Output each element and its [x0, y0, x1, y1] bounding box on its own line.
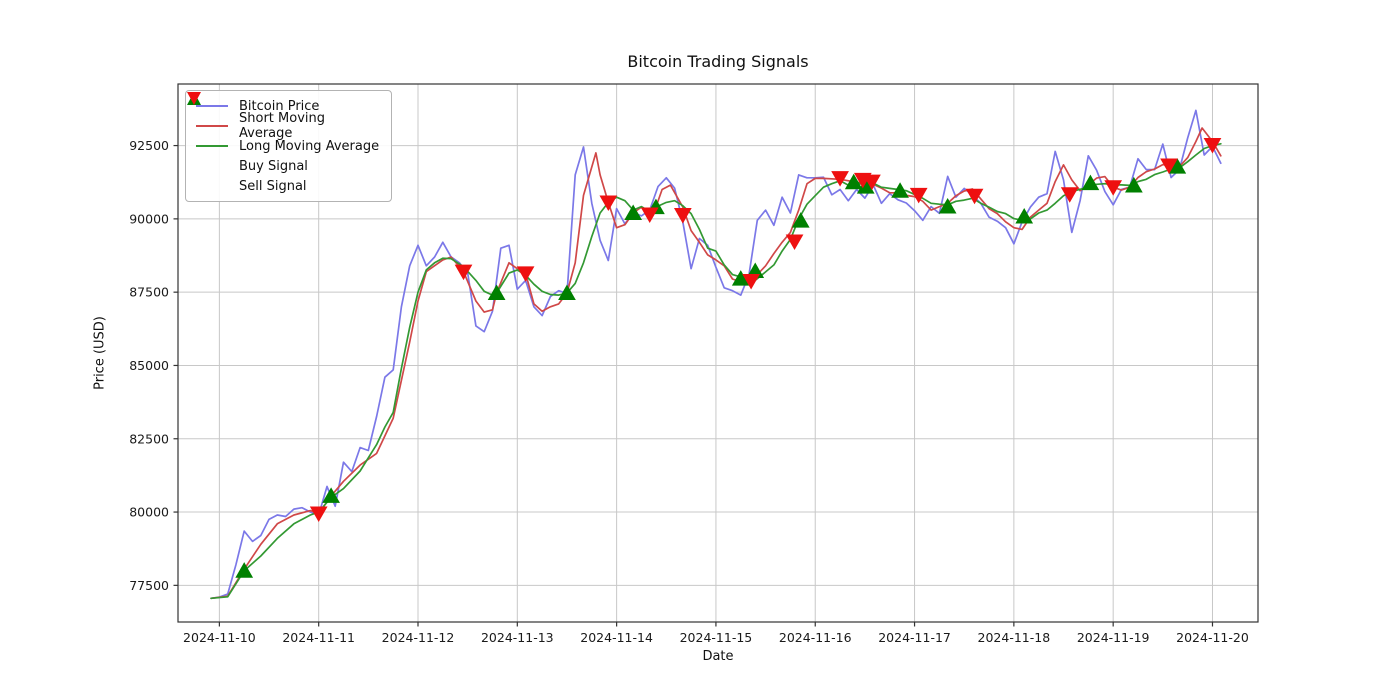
- short-moving-average-line-icon: [195, 125, 229, 127]
- x-tick-label: 2024-11-19: [1077, 630, 1150, 645]
- x-tick-label: 2024-11-10: [183, 630, 256, 645]
- y-tick-label: 82500: [129, 431, 169, 446]
- y-tick-label: 77500: [129, 578, 169, 593]
- legend-label: Buy Signal: [239, 158, 308, 174]
- y-axis-label: Price (USD): [92, 316, 108, 390]
- sell-signal-marker: [309, 506, 328, 523]
- legend-item-long-moving-average: Long Moving Average: [195, 136, 382, 156]
- sell-signal-marker: [909, 187, 928, 204]
- legend: Bitcoin Price Short Moving Average Long Mo…: [185, 90, 392, 202]
- y-tick-label: 90000: [129, 211, 169, 226]
- x-tick-label: 2024-11-16: [779, 630, 852, 645]
- legend-item-buy-signal: Buy Signal: [187, 92, 382, 176]
- x-tick-label: 2024-11-15: [680, 630, 753, 645]
- sell-signal-marker: [599, 195, 618, 211]
- legend-item-sell-signal: Sell Signal: [187, 92, 382, 196]
- long-moving-average-line-icon: [195, 145, 229, 147]
- y-tick-label: 80000: [129, 505, 169, 520]
- sell-signal-marker: [863, 174, 881, 191]
- bitcoin-price-line: [210, 109, 1222, 600]
- legend-label: Sell Signal: [239, 178, 307, 194]
- x-tick-label: 2024-11-12: [382, 630, 455, 645]
- x-tick-label: 2024-11-18: [978, 630, 1051, 645]
- y-tick-label: 87500: [129, 285, 169, 300]
- buy-signal-marker: [235, 562, 254, 578]
- buy-signal-marker: [624, 204, 643, 221]
- y-tick-label: 85000: [129, 358, 169, 373]
- y-tick-label: 92500: [129, 138, 169, 153]
- legend-label: Bitcoin Price: [239, 98, 320, 114]
- x-axis-label: Date: [702, 649, 734, 664]
- sell-signal-marker: [1203, 137, 1222, 154]
- buy-signal-marker: [1015, 208, 1034, 224]
- buy-signal-marker: [487, 284, 506, 301]
- plot-border: [177, 83, 1259, 623]
- buy-signal-marker: [844, 173, 863, 190]
- legend-item-bitcoin-price: Bitcoin Price: [195, 96, 382, 116]
- bitcoin-price-line-icon: [195, 105, 229, 107]
- sell-signal-marker: [516, 266, 535, 282]
- sell-signal-marker: [742, 274, 760, 290]
- buy-signal-marker: [322, 487, 340, 503]
- sell-signal-marker: [785, 234, 804, 250]
- x-tick-label: 2024-11-11: [282, 630, 355, 645]
- buy-signal-marker: [558, 284, 576, 301]
- sell-signal-marker: [454, 264, 473, 281]
- bitcoin-price-line-swatch: [196, 105, 228, 107]
- legend-item-short-moving-average: Short Moving Average: [195, 111, 382, 141]
- long-moving-average-line-swatch: [196, 145, 228, 147]
- x-tick-label: 2024-11-20: [1176, 630, 1249, 645]
- legend-label: Short Moving Average: [239, 111, 325, 141]
- buy-signal-marker: [1124, 176, 1143, 193]
- x-tick-label: 2024-11-17: [878, 630, 951, 645]
- sell-signal-marker: [831, 171, 849, 187]
- sell-signal-marker: [640, 207, 659, 223]
- buy-signal-marker: [1081, 174, 1100, 191]
- x-tick-label: 2024-11-13: [481, 630, 554, 645]
- buy-signal-marker: [791, 212, 810, 228]
- buy-signal-marker: [938, 198, 957, 214]
- sell-signal-marker: [673, 208, 692, 224]
- sell-signal-marker: [1104, 180, 1123, 196]
- x-tick-label: 2024-11-14: [580, 630, 653, 645]
- legend-label: Long Moving Average: [239, 138, 380, 154]
- buy-signal-marker: [891, 182, 909, 198]
- short-moving-average-line-swatch: [196, 125, 228, 127]
- chart-title: Bitcoin Trading Signals: [627, 52, 809, 71]
- sell-signal-marker: [1060, 187, 1079, 203]
- sell-signal-marker: [1160, 158, 1178, 175]
- sell-signal-marker: [965, 188, 984, 205]
